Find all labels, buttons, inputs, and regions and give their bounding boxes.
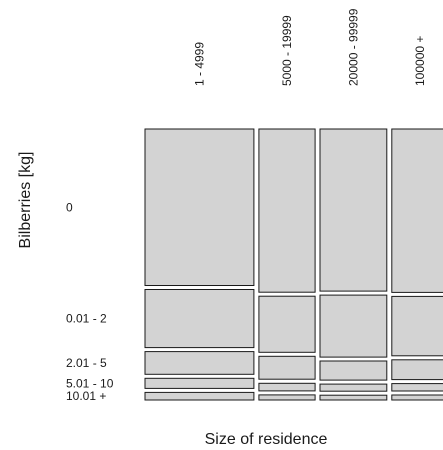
tile-20000-99999-10-01 (319, 394, 388, 401)
tile-20000-99999-0 (319, 128, 388, 292)
x-tick-100000: 100000 + (413, 36, 427, 86)
x-tick-5000-19999: 5000 - 19999 (280, 15, 294, 86)
tile-100000-5-01-10 (391, 383, 443, 392)
y-tick-10-01: 10.01 + (66, 389, 106, 403)
y-axis-title: Bilberries [kg] (17, 152, 34, 249)
tile-100000-0 (391, 128, 443, 293)
tile-5000-19999-5-01-10 (258, 382, 316, 392)
tile-1-4999-2-01-5 (144, 351, 255, 375)
tile-100000-2-01-5 (391, 359, 443, 381)
tile-100000-10-01 (391, 394, 443, 401)
tile-1-4999-0-01-2 (144, 289, 255, 349)
tile-5000-19999-2-01-5 (258, 355, 316, 380)
y-tick-0-01-2: 0.01 - 2 (66, 312, 107, 326)
x-tick-1-4999: 1 - 4999 (192, 42, 206, 86)
tile-1-4999-10-01 (144, 391, 255, 401)
tile-20000-99999-2-01-5 (319, 360, 388, 381)
x-axis-title: Size of residence (205, 431, 328, 448)
x-tick-20000-99999: 20000 - 99999 (346, 8, 360, 86)
tile-5000-19999-10-01 (258, 394, 316, 401)
tile-5000-19999-0-01-2 (258, 295, 316, 353)
tile-1-4999-5-01-10 (144, 377, 255, 389)
tile-20000-99999-5-01-10 (319, 383, 388, 392)
tile-20000-99999-0-01-2 (319, 294, 388, 358)
y-tick-2-01-5: 2.01 - 5 (66, 356, 107, 370)
y-tick-0: 0 (66, 200, 73, 214)
y-tick-5-01-10: 5.01 - 10 (66, 376, 114, 390)
tile-100000-0-01-2 (391, 295, 443, 357)
tile-1-4999-0 (144, 128, 255, 286)
mosaic-tiles (144, 128, 443, 401)
x-tick-labels: 1 - 4999 5000 - 19999 20000 - 99999 100000 … (192, 8, 427, 86)
tile-5000-19999-0 (258, 128, 316, 293)
